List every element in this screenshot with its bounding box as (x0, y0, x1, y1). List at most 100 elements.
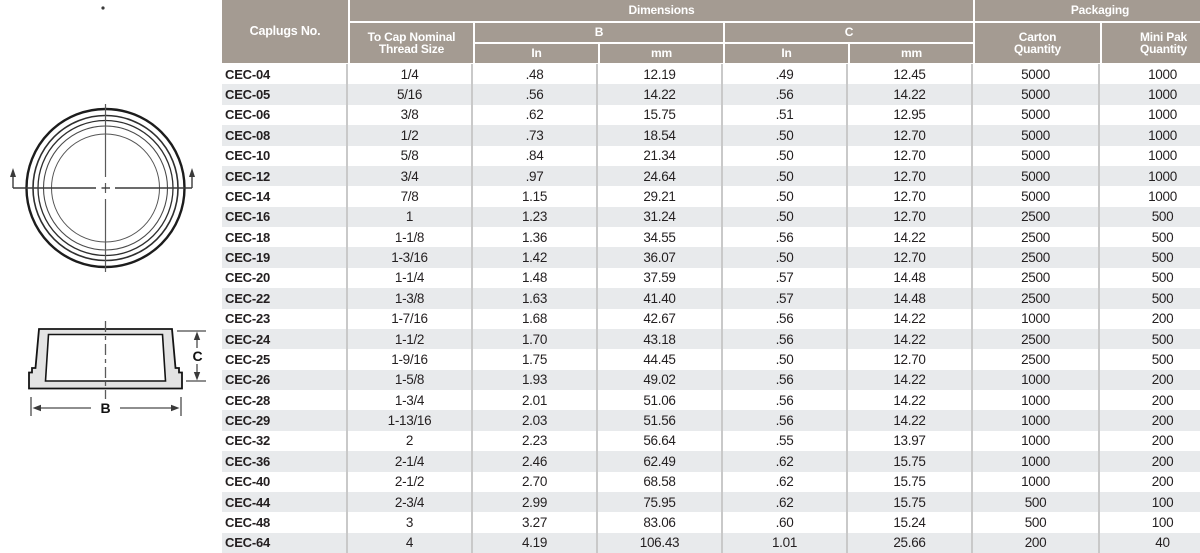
cell-c-in: .51 (723, 104, 848, 126)
cell-thread-size: 1/2 (348, 125, 473, 146)
cell-thread-size: 1-1/4 (348, 267, 473, 289)
cell-c-in: .55 (723, 430, 848, 452)
cell-c-mm: 15.75 (848, 451, 973, 472)
cell-c-in: 1.01 (723, 532, 848, 553)
cell-c-mm: 14.22 (848, 328, 973, 350)
table-row: CEC-14 7/8 1.15 29.21.50 12.70 5000 1000 (222, 186, 1200, 207)
cell-b-in: 1.75 (473, 349, 598, 370)
cell-b-mm: 37.59 (598, 267, 723, 289)
cell-carton-qty: 2500 (973, 267, 1100, 289)
dim-c-arrow-up-icon (193, 331, 201, 340)
cell-mini-pak-qty: 1000 (1148, 148, 1177, 164)
cell-c-in: .57 (723, 288, 848, 309)
cell-b-in: 4.19 (473, 532, 598, 553)
table-row: CEC-12 3/4.97 24.64.50 12.70 5000 1000 (222, 165, 1200, 187)
cell-c-mm: 12.70 (848, 125, 973, 146)
cell-c-in: .62 (723, 491, 848, 513)
cell-carton-qty: 1000 (973, 390, 1100, 411)
cell-mini-pak-qty: 200 (1151, 474, 1174, 490)
cell-carton-qty: 2500 (973, 328, 1100, 350)
dimension-b-label: B (100, 400, 110, 416)
cell-caplugs-no: CEC-40 (222, 471, 348, 492)
cell-thread-size: 7/8 (348, 186, 473, 207)
cell-c-in: .62 (723, 451, 848, 472)
cell-b-in: .56 (473, 84, 598, 105)
cell-mini-pak-qty: 1000 (1148, 127, 1177, 143)
cell-carton-qty: 1000 (973, 471, 1100, 492)
cell-b-mm: 83.06 (598, 512, 723, 533)
table-row: CEC-22 1-3/8 1.63 41.40.57 14.48 2500 500 (222, 288, 1200, 309)
cell-thread-size: 3/4 (348, 165, 473, 187)
table-row: CEC-19 1-3/16 1.42 36.07.50 12.70 2500 500 (222, 247, 1200, 268)
cell-b-mm: 44.45 (598, 349, 723, 370)
cell-mini-pak-qty: 40 (1155, 535, 1170, 551)
cell-carton-qty: 200 (973, 532, 1100, 553)
cell-c-mm: 12.70 (848, 145, 973, 166)
table-header: Caplugs No. Dimensions Packaging To Cap … (222, 0, 1200, 63)
cell-b-mm: 15.75 (598, 104, 723, 126)
cell-b-in: .48 (473, 64, 598, 85)
cell-caplugs-no: CEC-12 (222, 165, 348, 187)
cell-c-in: .49 (723, 64, 848, 85)
cell-thread-size: 1/4 (348, 64, 473, 85)
cell-mini-pak-qty: 1000 (1148, 188, 1177, 204)
cell-c-mm: 25.66 (848, 532, 973, 553)
cell-b-in: 2.01 (473, 390, 598, 411)
cell-c-in: .56 (723, 390, 848, 411)
cell-c-in: .56 (723, 369, 848, 390)
cell-c-in: .50 (723, 186, 848, 207)
cell-caplugs-no: CEC-29 (222, 410, 348, 431)
cell-thread-size: 3 (348, 512, 473, 533)
cell-carton-qty: 5000 (973, 125, 1100, 146)
cell-caplugs-no: CEC-04 (222, 64, 348, 85)
cell-c-mm: 12.70 (848, 186, 973, 207)
cell-thread-size: 2 (348, 430, 473, 452)
header-packaging: Packaging (975, 0, 1200, 21)
cell-caplugs-no: CEC-18 (222, 227, 348, 248)
table-row: CEC-48 3 3.27 83.06.60 15.24 500 100 (222, 512, 1200, 533)
cell-b-mm: 29.21 (598, 186, 723, 207)
table-row: CEC-04 1/4.48 12.19.49 12.45 5000 1000 (222, 64, 1200, 85)
cell-carton-qty: 1000 (973, 308, 1100, 329)
cell-b-in: 1.70 (473, 328, 598, 350)
cell-c-mm: 14.22 (848, 410, 973, 431)
cell-b-in: .73 (473, 125, 598, 146)
cell-b-mm: 34.55 (598, 227, 723, 248)
cell-caplugs-no: CEC-14 (222, 186, 348, 207)
cell-carton-qty: 1000 (973, 430, 1100, 452)
table-row: CEC-64 4 4.19 106.43 1.01 25.66 200 40 (222, 532, 1200, 553)
cell-c-mm: 15.24 (848, 512, 973, 533)
cell-b-mm: 24.64 (598, 165, 723, 187)
cell-carton-qty: 2500 (973, 247, 1100, 268)
cell-mini-pak-qty: 1000 (1148, 107, 1177, 123)
cell-thread-size: 1-1/2 (348, 328, 473, 350)
cell-mini-pak-qty: 200 (1151, 372, 1174, 388)
cell-c-in: .60 (723, 512, 848, 533)
cell-thread-size: 3/8 (348, 104, 473, 126)
cell-c-mm: 12.95 (848, 104, 973, 126)
cell-carton-qty: 2500 (973, 288, 1100, 309)
cell-thread-size: 4 (348, 532, 473, 553)
cell-b-in: 1.68 (473, 308, 598, 329)
cell-caplugs-no: CEC-44 (222, 491, 348, 513)
cell-c-mm: 13.97 (848, 430, 973, 452)
header-c-in: In (725, 44, 848, 63)
cell-b-in: 1.48 (473, 267, 598, 289)
cell-b-in: 1.36 (473, 227, 598, 248)
cell-c-mm: 14.22 (848, 84, 973, 105)
table-row: CEC-10 5/8.84 21.34.50 12.70 5000 1000 (222, 145, 1200, 166)
cell-thread-size: 2-3/4 (348, 491, 473, 513)
cell-carton-qty: 5000 (973, 165, 1100, 187)
cell-c-mm: 15.75 (848, 471, 973, 492)
table-row: CEC-29 1-13/16 2.03 51.56.56 14.22 1000 200 (222, 410, 1200, 431)
cell-mini-pak-qty: 500 (1151, 250, 1174, 266)
cell-mini-pak-qty: 1000 (1148, 87, 1177, 103)
cell-mini-pak-qty: 500 (1151, 290, 1174, 306)
dimension-c-label: C (192, 348, 202, 364)
header-b-in: In (475, 44, 598, 63)
cell-c-in: .50 (723, 206, 848, 227)
cell-thread-size: 2-1/2 (348, 471, 473, 492)
cell-b-mm: 41.40 (598, 288, 723, 309)
cell-b-in: 1.15 (473, 186, 598, 207)
cell-c-in: .56 (723, 84, 848, 105)
